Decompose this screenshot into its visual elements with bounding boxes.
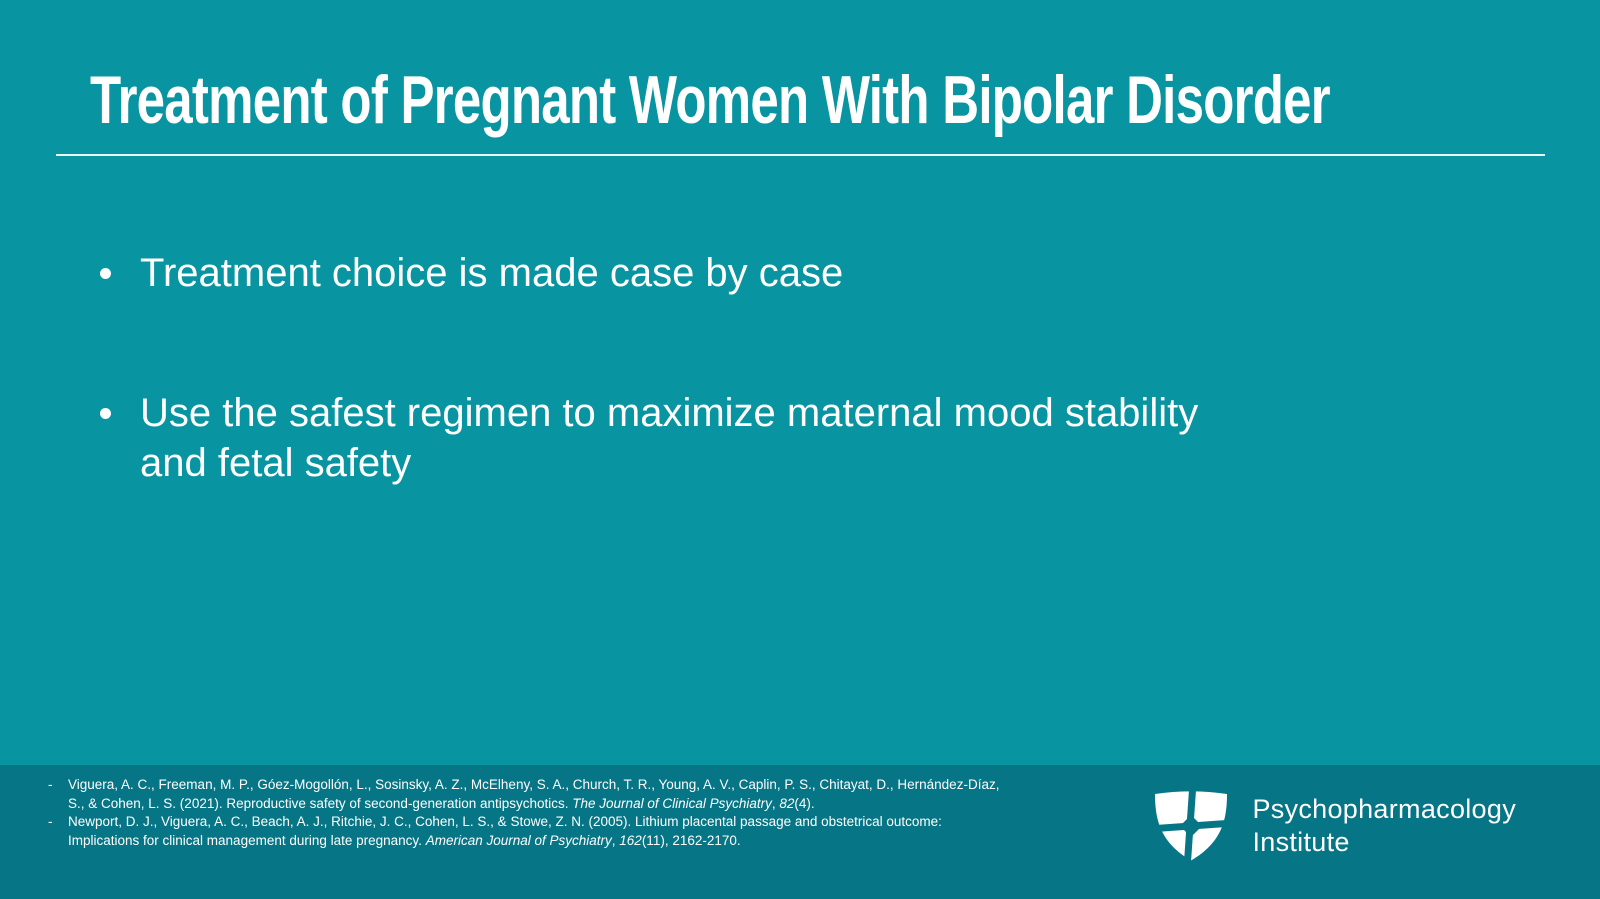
title-divider bbox=[56, 154, 1545, 156]
reference-item: - Newport, D. J., Viguera, A. C., Beach, … bbox=[48, 813, 1008, 850]
logo-name-line1: Psychopharmacology bbox=[1252, 794, 1516, 824]
shield-cross-icon bbox=[1152, 790, 1231, 862]
reference-text: Newport, D. J., Viguera, A. C., Beach, A… bbox=[68, 814, 942, 848]
page-title: Treatment of Pregnant Women With Bipolar… bbox=[90, 62, 1331, 138]
bullet-text: Treatment choice is made case by case bbox=[140, 251, 844, 295]
reference-marker: - bbox=[48, 814, 53, 829]
bullet-text: Use the safest regimen to maximize mater… bbox=[140, 391, 1199, 485]
reference-marker: - bbox=[48, 777, 53, 792]
bullet-dot-icon bbox=[100, 388, 140, 419]
bullet-list: Treatment choice is made case by case Us… bbox=[0, 248, 1600, 488]
slide-header: Treatment of Pregnant Women With Bipolar… bbox=[0, 0, 1600, 156]
logo-name-line2: Institute bbox=[1252, 827, 1350, 857]
bullet-item: Treatment choice is made case by case bbox=[100, 248, 1600, 298]
reference-item: - Viguera, A. C., Freeman, M. P., Góez-Mo… bbox=[48, 776, 1008, 813]
logo: Psychopharmacology Institute bbox=[1152, 790, 1516, 862]
logo-name: Psychopharmacology Institute bbox=[1252, 793, 1516, 859]
bullet-item: Use the safest regimen to maximize mater… bbox=[100, 388, 1600, 488]
reference-text: Viguera, A. C., Freeman, M. P., Góez-Mog… bbox=[68, 777, 1000, 811]
bullet-dot-icon bbox=[100, 248, 140, 279]
footer-band: - Viguera, A. C., Freeman, M. P., Góez-Mo… bbox=[0, 765, 1600, 899]
reference-list: - Viguera, A. C., Freeman, M. P., Góez-Mo… bbox=[48, 776, 1008, 850]
